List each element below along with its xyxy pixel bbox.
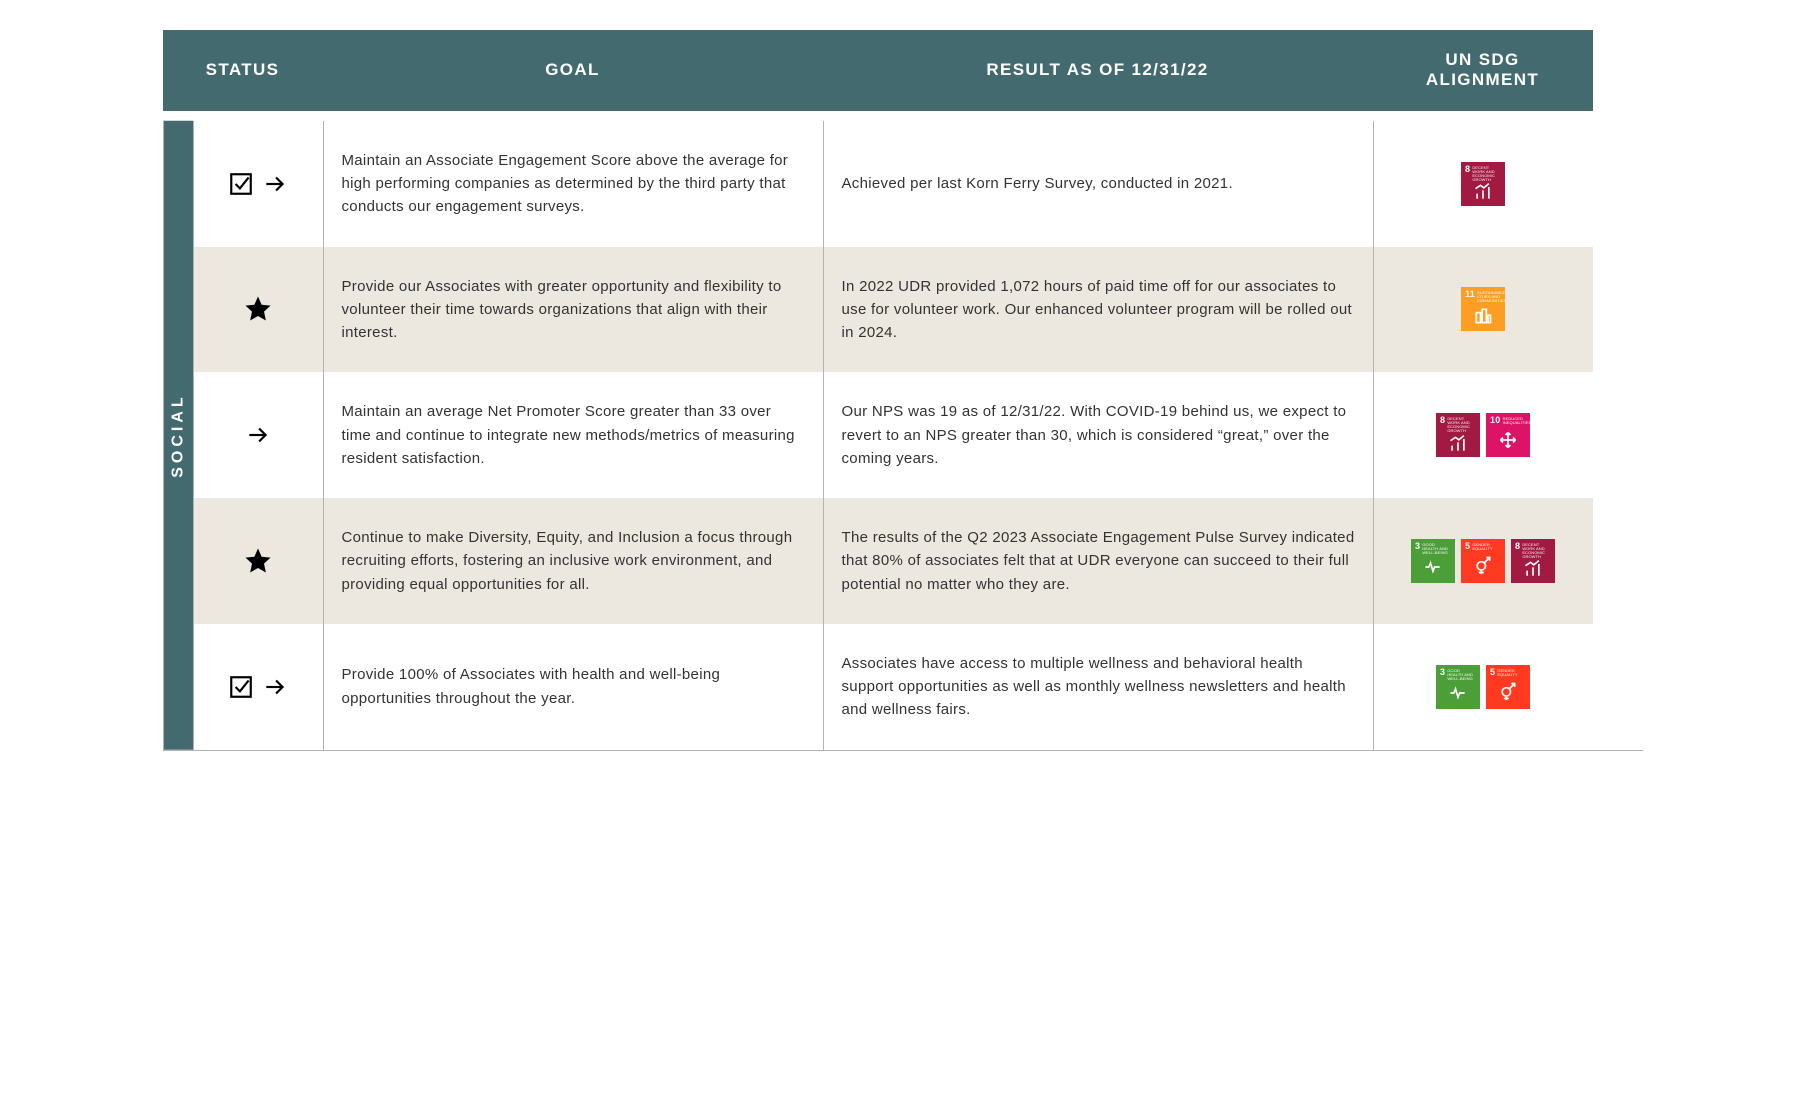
goal-cell: Maintain an average Net Promoter Score g… — [323, 372, 823, 498]
result-cell: Associates have access to multiple welln… — [823, 624, 1373, 750]
status-cell — [193, 372, 323, 498]
star-icon — [243, 546, 273, 576]
esg-table: STATUS GOAL RESULT AS OF 12/31/22 UN SDG… — [163, 30, 1643, 751]
sdg-badge-5: 5GENDER EQUALITY — [1486, 665, 1530, 709]
star-icon — [243, 294, 273, 324]
category-sidebar: SOCIAL — [163, 121, 193, 750]
sdg-cell: 8DECENT WORK AND ECONOMIC GROWTH — [1373, 121, 1593, 247]
arrow-right-icon — [245, 422, 271, 448]
header-result: RESULT AS OF 12/31/22 — [823, 30, 1373, 111]
sdg-badge-8: 8DECENT WORK AND ECONOMIC GROWTH — [1461, 162, 1505, 206]
header-goal: GOAL — [323, 30, 823, 111]
check-icon — [228, 674, 254, 700]
result-cell: Our NPS was 19 as of 12/31/22. With COVI… — [823, 372, 1373, 498]
header-sdg-line2: ALIGNMENT — [1426, 70, 1539, 90]
status-cell — [193, 121, 323, 247]
sdg-badge-8: 8DECENT WORK AND ECONOMIC GROWTH — [1436, 413, 1480, 457]
arrow-right-icon — [262, 674, 288, 700]
goal-cell: Provide our Associates with greater oppo… — [323, 247, 823, 373]
arrow-right-icon — [262, 171, 288, 197]
sdg-badge-8: 8DECENT WORK AND ECONOMIC GROWTH — [1511, 539, 1555, 583]
header-sdg-line1: UN SDG — [1445, 50, 1519, 70]
sdg-badge-3: 3GOOD HEALTH AND WELL-BEING — [1436, 665, 1480, 709]
sdg-cell: 8DECENT WORK AND ECONOMIC GROWTH10REDUCE… — [1373, 372, 1593, 498]
goal-cell: Continue to make Diversity, Equity, and … — [323, 498, 823, 624]
result-cell: The results of the Q2 2023 Associate Eng… — [823, 498, 1373, 624]
goal-cell: Provide 100% of Associates with health a… — [323, 624, 823, 750]
sdg-badge-5: 5GENDER EQUALITY — [1461, 539, 1505, 583]
result-cell: In 2022 UDR provided 1,072 hours of paid… — [823, 247, 1373, 373]
sdg-badge-10: 10REDUCED INEQUALITIES — [1486, 413, 1530, 457]
result-cell: Achieved per last Korn Ferry Survey, con… — [823, 121, 1373, 247]
sdg-badge-11: 11SUSTAINABLE CITIES AND COMMUNITIES — [1461, 287, 1505, 331]
header-sdg: UN SDG ALIGNMENT — [1373, 30, 1593, 111]
goal-cell: Maintain an Associate Engagement Score a… — [323, 121, 823, 247]
sdg-cell: 11SUSTAINABLE CITIES AND COMMUNITIES — [1373, 247, 1593, 373]
sdg-badge-3: 3GOOD HEALTH AND WELL-BEING — [1411, 539, 1455, 583]
status-cell — [193, 247, 323, 373]
status-cell — [193, 498, 323, 624]
status-cell — [193, 624, 323, 750]
sdg-cell: 3GOOD HEALTH AND WELL-BEING5GENDER EQUAL… — [1373, 624, 1593, 750]
sdg-cell: 3GOOD HEALTH AND WELL-BEING5GENDER EQUAL… — [1373, 498, 1593, 624]
check-icon — [228, 171, 254, 197]
header-status: STATUS — [163, 30, 323, 111]
